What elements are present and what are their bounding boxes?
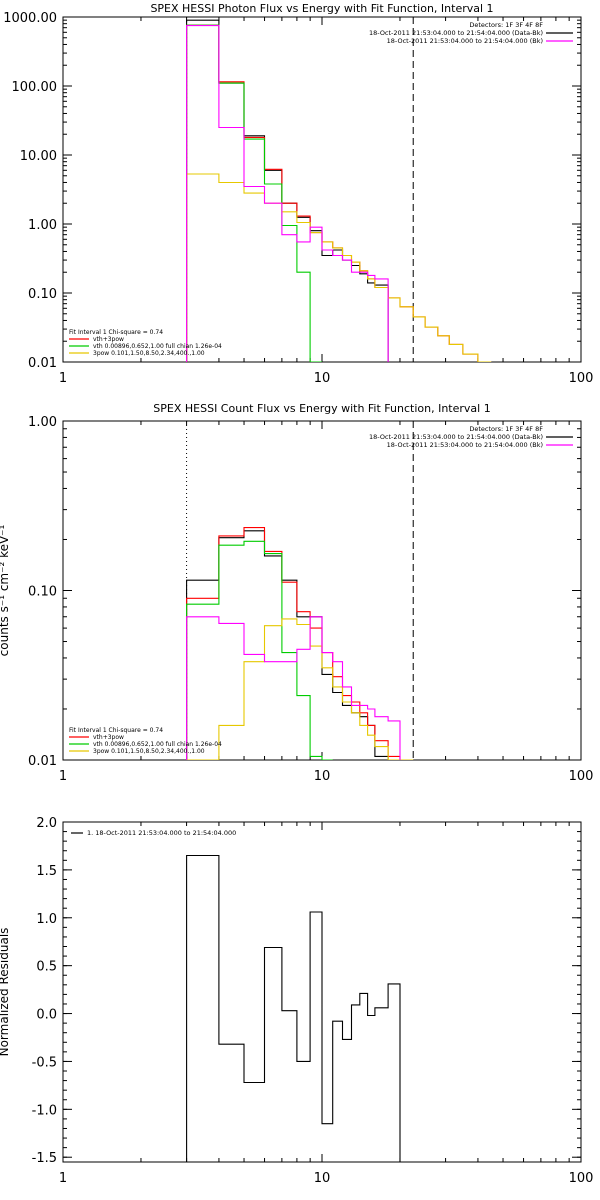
photon-legend-top-entry: 18-Oct-2011 21:53:04.000 to 21:54:04.000… xyxy=(369,29,543,37)
photon-series-vth-3pow xyxy=(186,24,492,362)
residuals-y-axis-label: Normalized Residuals xyxy=(0,928,11,1057)
residuals-x-tick-label: 10 xyxy=(314,1171,331,1186)
photon-title: SPEX HESSI Photon Flux vs Energy with Fi… xyxy=(150,2,493,15)
count-x-tick-label: 100 xyxy=(569,769,594,784)
residuals-y-tick-label: 1.0 xyxy=(36,912,57,927)
residuals-y-tick-label: -0.5 xyxy=(32,1055,57,1070)
residuals-panel: 1 10 100 -1.5 -1.0 -0.5 0.0 0.5 1.0 1.5 2.0 Normali… xyxy=(0,816,593,1186)
count-series-3pow xyxy=(186,618,414,760)
residuals-y-tick-label: 0.5 xyxy=(36,960,57,975)
residuals-y-tick-label: 2.0 xyxy=(36,816,57,831)
count-y-tick-label: 0.01 xyxy=(28,754,57,769)
count-title: SPEX HESSI Count Flux vs Energy with Fit… xyxy=(153,402,490,415)
photon-legend-top-entry: Detectors: 1F 3F 4F 8F xyxy=(469,21,543,29)
photon-flux-panel: SPEX HESSI Photon Flux vs Energy with Fi… xyxy=(3,2,593,386)
photon-y-tick-label: 0.10 xyxy=(28,287,57,302)
residuals-x-tick-label: 100 xyxy=(569,1171,594,1186)
count-y-tick-label: 1.00 xyxy=(28,415,57,430)
photon-y-tick-label: 10.00 xyxy=(20,149,57,164)
count-legend-top-entry: Detectors: 1F 3F 4F 8F xyxy=(469,425,543,433)
count-y-tick-label: 0.10 xyxy=(28,585,57,600)
residuals-y-tick-label: -1.5 xyxy=(32,1151,57,1166)
photon-x-tick-label: 100 xyxy=(569,371,594,386)
count-plot-frame xyxy=(62,420,582,761)
photon-series-bk xyxy=(186,25,389,362)
count-legend-bottom-entry: vth+3pow xyxy=(93,734,124,741)
photon-x-tick-label: 10 xyxy=(314,371,331,386)
photon-y-tick-label: 1000.00 xyxy=(3,11,57,26)
photon-legend-top-entry: 18-Oct-2011 21:53:04.000 to 21:54:04.000… xyxy=(387,37,543,45)
photon-series-3pow xyxy=(186,173,492,362)
photon-legend-bottom-entry: 3pow 0.101,1.50,8.50,2.34,400.,1.00 xyxy=(93,350,205,357)
count-flux-panel: SPEX HESSI Count Flux vs Energy with Fit… xyxy=(0,402,593,784)
photon-x-tick-label: 1 xyxy=(59,371,67,386)
count-legend-bottom-entry: 3pow 0.101,1.50,8.50,2.34,400.,1.00 xyxy=(93,748,205,755)
residuals-series-1-18-oct-2011-21-53-04-0 xyxy=(186,854,401,1162)
count-y-axis-label: counts s⁻¹ cm⁻² keV⁻¹ xyxy=(0,524,11,656)
count-legend-top-entry: 18-Oct-2011 21:53:04.000 to 21:54:04.000… xyxy=(369,433,543,441)
count-legend-bottom-entry: vth 0.00896,0.652,1.00 full chian 1.26e-… xyxy=(93,741,222,748)
count-legend-top-entry: 18-Oct-2011 21:53:04.000 to 21:54:04.000… xyxy=(387,441,543,449)
photon-y-tick-label: 1.00 xyxy=(28,218,57,233)
photon-y-tick-label: 100.00 xyxy=(12,80,58,95)
count-series-vth xyxy=(186,540,333,760)
residuals-y-tick-label: 0.0 xyxy=(36,1008,57,1023)
count-x-tick-label: 10 xyxy=(314,769,331,784)
residuals-y-tick-label: -1.0 xyxy=(32,1103,57,1118)
photon-legend-bottom-entry: Fit Interval 1 Chi-square = 0.74 xyxy=(69,329,163,336)
photon-plot-frame xyxy=(62,16,582,363)
count-x-tick-label: 1 xyxy=(59,769,67,784)
residuals-y-tick-label: 1.5 xyxy=(36,864,57,879)
residuals-series-group xyxy=(186,854,401,1162)
residuals-legend-entry: 1. 18-Oct-2011 21:53:04.000 to 21:54:04.… xyxy=(87,829,236,837)
count-series-group xyxy=(186,527,414,760)
photon-series-data-bk xyxy=(186,19,389,362)
photon-y-tick-label: 0.01 xyxy=(28,356,57,371)
photon-legend-bottom-entry: vth 0.00896,0.652,1.00 full chian 1.26e-… xyxy=(93,343,222,350)
residuals-x-tick-label: 1 xyxy=(59,1171,67,1186)
count-legend-bottom-entry: Fit Interval 1 Chi-square = 0.74 xyxy=(69,727,163,734)
count-series-bk xyxy=(186,616,401,760)
photon-legend-bottom-entry: vth+3pow xyxy=(93,336,124,343)
photon-series-group xyxy=(186,19,492,362)
